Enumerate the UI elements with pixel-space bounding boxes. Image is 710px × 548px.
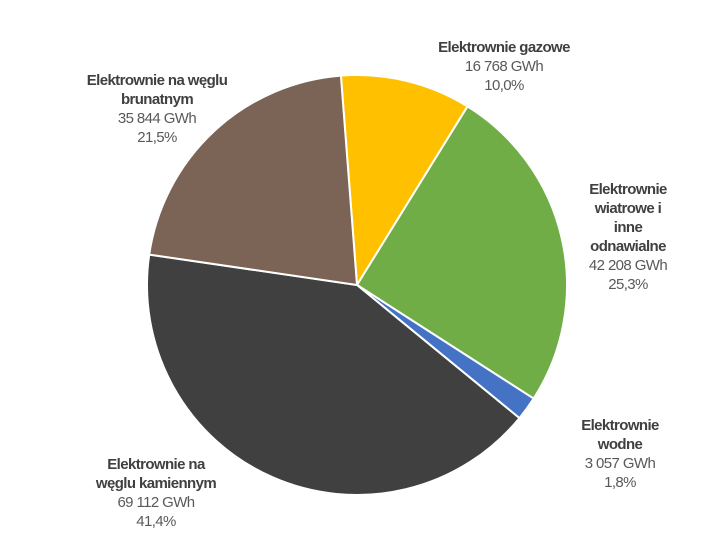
slice-name: Elektrownie na węglu brunatnym [86,72,228,108]
slice-name: Elektrownie wodne [581,417,659,453]
label-hard-coal: Elektrownie na węglu kamiennym 69 112 GW… [95,455,217,531]
slice-value: 69 112 GWh [117,494,195,511]
slice-percent: 25,3% [608,276,648,293]
slice-name: Elektrownie gazowe [438,39,570,56]
slice-value: 3 057 GWh [584,455,656,472]
slice-name: Elektrownie wiatrowe i inne odnawialne [589,181,667,255]
slice-value: 16 768 GWh [464,58,544,75]
slice-percent: 41,4% [136,513,176,530]
pie-slice-3 [146,253,521,496]
label-wind: Elektrownie wiatrowe i inne odnawialne 4… [587,180,669,294]
label-gas: Elektrownie gazowe 16 768 GWh 10,0% [438,38,570,95]
pie-slice-4 [148,74,359,287]
label-lignite: Elektrownie na węglu brunatnym 35 844 GW… [87,71,228,147]
slice-name: Elektrownie na węglu kamiennym [95,456,217,492]
pie-slice-0 [339,74,469,289]
label-water: Elektrownie wodne 3 057 GWh 1,8% [575,416,665,492]
slice-percent: 21,5% [137,129,177,146]
pie-slice-1 [355,105,568,400]
slice-percent: 1,8% [604,474,636,491]
slice-percent: 10,0% [484,77,524,94]
slice-value: 42 208 GWh [588,257,668,274]
slice-value: 35 844 GWh [117,110,197,127]
